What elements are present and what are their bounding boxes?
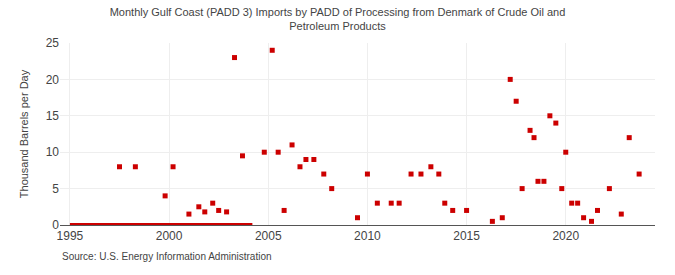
svg-text:15: 15: [46, 109, 60, 123]
svg-text:25: 25: [46, 36, 60, 50]
svg-text:Source: U.S. Energy Informatio: Source: U.S. Energy Information Administ…: [62, 251, 272, 262]
svg-text:1995: 1995: [57, 229, 84, 243]
svg-text:2020: 2020: [552, 229, 579, 243]
svg-text:2010: 2010: [354, 229, 381, 243]
svg-text:Thousand Barrels per Day: Thousand Barrels per Day: [18, 69, 30, 198]
svg-text:5: 5: [52, 182, 59, 196]
svg-text:2015: 2015: [453, 229, 480, 243]
svg-text:0: 0: [52, 218, 59, 232]
svg-text:20: 20: [46, 73, 60, 87]
svg-text:2005: 2005: [255, 229, 282, 243]
svg-text:Monthly Gulf Coast (PADD 3) Im: Monthly Gulf Coast (PADD 3) Imports by P…: [110, 6, 566, 32]
svg-text:10: 10: [46, 145, 60, 159]
svg-text:2000: 2000: [156, 229, 183, 243]
